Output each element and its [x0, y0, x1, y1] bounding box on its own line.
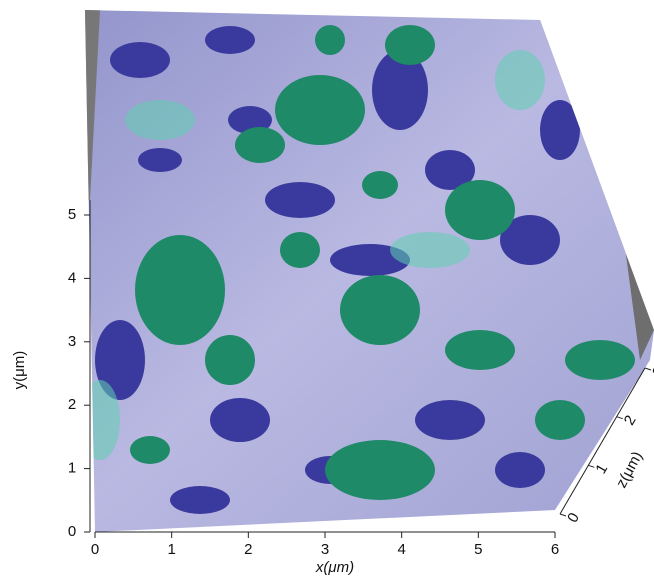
z-tick	[559, 513, 567, 517]
x-tick-label: 1	[167, 541, 175, 558]
x-axis-label: x(μm)	[315, 559, 354, 576]
y-tick-label: 0	[68, 523, 76, 540]
y-axis-label: y(μm)	[11, 351, 28, 390]
x-tick-label: 5	[474, 541, 482, 558]
x-tick-label: 6	[551, 541, 559, 558]
z-tick-label: 3	[649, 364, 654, 380]
z-tick-label: 0	[564, 510, 583, 526]
blue-phase	[95, 26, 580, 514]
z-tick	[588, 464, 595, 468]
y-tick-label: 1	[68, 460, 76, 477]
z-axis-label: z(μm)	[613, 449, 646, 491]
x-tick-label: 2	[244, 541, 252, 558]
x-tick-label: 4	[397, 541, 405, 558]
side-edge	[85, 10, 100, 200]
z-tick-label: 2	[621, 413, 640, 429]
y-tick-label: 5	[68, 206, 76, 223]
z-tick	[616, 416, 623, 420]
y-tick-label: 3	[68, 333, 76, 350]
y-tick-label: 2	[68, 396, 76, 413]
z-axis-line	[559, 367, 646, 515]
green-phase	[130, 25, 635, 500]
y-tick-label: 4	[68, 269, 76, 286]
x-tick-label: 3	[321, 541, 329, 558]
z-tick	[644, 367, 652, 371]
z-tick-label: 1	[592, 461, 611, 477]
x-tick-label: 0	[91, 541, 99, 558]
